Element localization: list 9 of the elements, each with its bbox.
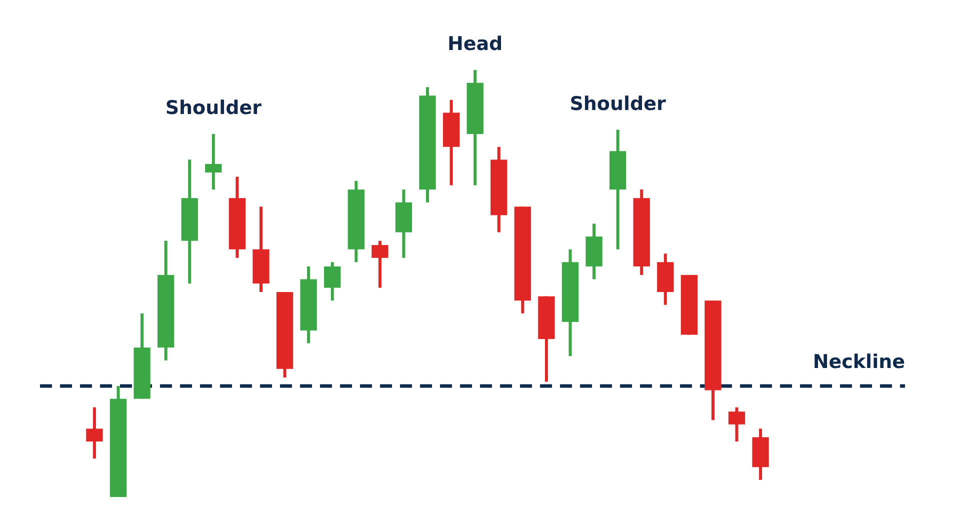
candlestick <box>86 407 103 459</box>
ref-line-label: Neckline <box>812 350 905 373</box>
candlestick <box>205 134 222 190</box>
text: Head <box>447 33 503 55</box>
candlestick <box>728 407 746 442</box>
candlestick <box>372 240 388 288</box>
candlestick <box>324 262 341 301</box>
annotation: Shoulder <box>165 97 262 120</box>
annotation: Shoulder <box>570 92 667 115</box>
